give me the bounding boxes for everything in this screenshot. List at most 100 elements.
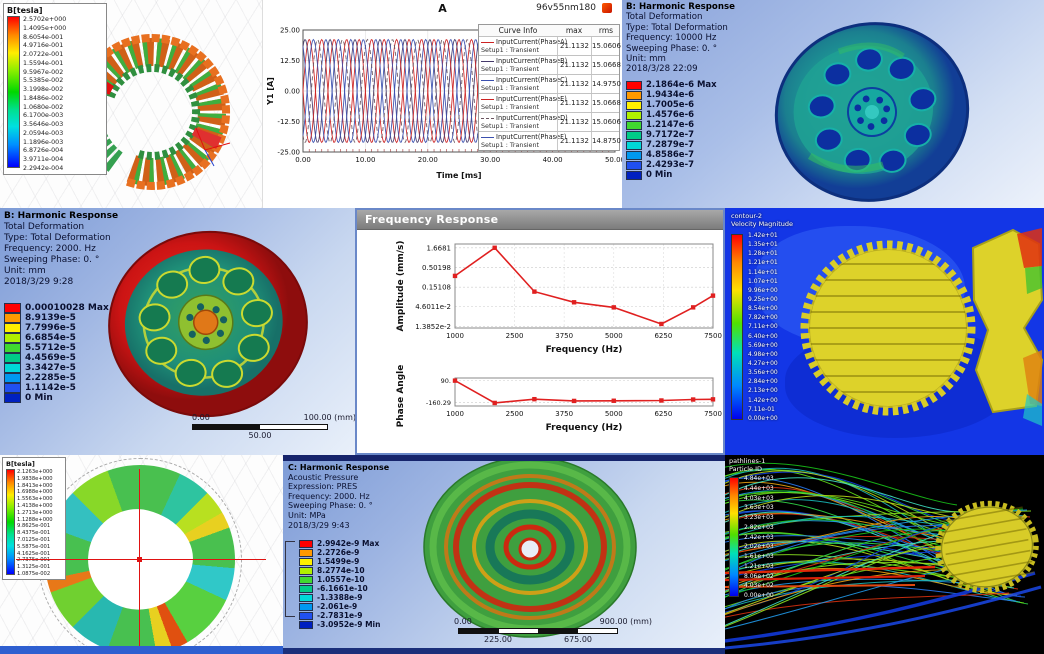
legend-entry: Sweeping Phase: 0. °	[4, 255, 118, 266]
window-title-bar[interactable]: Frequency Response	[357, 210, 723, 230]
legend-entry: Sweeping Phase: 0. °	[626, 44, 735, 54]
legend-label: 3.1998e-002	[23, 86, 64, 93]
legend-label: 3.3427e-5	[25, 363, 76, 373]
legend-entry: 6.1700e-003	[23, 112, 66, 119]
legend-entry: Type: Total Deformation	[626, 23, 735, 33]
svg-text:4.6011e-2: 4.6011e-2	[415, 303, 451, 311]
curve-max: 21.1132	[557, 75, 591, 93]
panel-acoustic-pressure: C: Harmonic Response Acoustic Pressure Exp…	[283, 455, 725, 654]
legend-entry: -6.1661e-10	[299, 584, 380, 593]
legend-swatch	[299, 566, 313, 575]
pathline-legend: pathlines-1 Particle ID 4.84e+03 4.44e+03 4…	[729, 457, 799, 617]
curve-name-cell: InputCurrent(PhaseB) Setup1 : Transient	[479, 56, 567, 74]
legend-swatch	[626, 100, 642, 110]
legend-entry: 1.42e+00	[748, 397, 778, 404]
legend-entry: 1.0557e-10	[299, 575, 380, 584]
svg-text:12.50: 12.50	[280, 57, 300, 65]
legend-label: -2.061e-9	[317, 602, 358, 611]
legend-entry: 1.21e+03	[744, 563, 774, 570]
plot-title: A	[438, 2, 447, 15]
legend-body: 2.1263e+000 1.9838e+000 1.8413e+000 1.6988e…	[6, 469, 62, 577]
legend-label: 6.6854e-5	[25, 333, 76, 343]
legend-label: 1.0875e-002	[17, 570, 51, 577]
legend-title: B[tesla]	[6, 460, 35, 468]
legend-label: 1.5499e-9	[317, 557, 360, 566]
legend-entry: 1.42e+01	[748, 232, 778, 239]
legend-label: 1.5563e+000	[17, 496, 53, 503]
legend-entry: Velocity Magnitude	[731, 220, 801, 228]
legend-entry: 2.9942e-9 Max	[299, 539, 380, 548]
legend-label: Frequency: 10000 Hz	[626, 33, 717, 44]
legend-swatch	[626, 130, 642, 140]
color-bar	[729, 477, 739, 597]
legend-label: 3.56e+00	[748, 369, 778, 377]
scale-ruler: 0.00 100.00 (mm) 50.00	[192, 413, 355, 440]
legend-swatch	[626, 120, 642, 130]
curve-rms: 15.0668	[591, 94, 621, 112]
legend-label: 1.2713e+000	[17, 509, 53, 516]
window-edge-strip-top	[283, 455, 725, 461]
ruler-bar	[458, 628, 618, 634]
legend-entry: 7.7996e-5	[4, 323, 109, 333]
legend-entry: 4.03e+02	[744, 582, 774, 589]
legend-entry: 4.9716e-001	[23, 42, 66, 49]
legend-label: C: Harmonic Response	[288, 463, 390, 472]
legend-label: 4.03e+03	[744, 494, 774, 502]
legend-entry: 8.06e+02	[744, 573, 774, 580]
ruler-mid: 50.00	[248, 431, 272, 440]
legend-entry: 7.11e+00	[748, 323, 778, 330]
curve-row: InputCurrent(PhaseB) Setup1 : Transient 21…	[479, 55, 621, 74]
curve-row: InputCurrent(PhaseC) Setup1 : Transient 21…	[479, 74, 621, 93]
legend-entry: 6.8726e-004	[23, 147, 66, 154]
legend-entry: 1.5594e-001	[23, 60, 66, 67]
legend-label: 1.9434e-6	[646, 90, 695, 100]
legend-label: 5.5712e-5	[25, 343, 76, 353]
svg-text:10.00: 10.00	[355, 156, 375, 164]
legend-entry: 8.2774e-10	[299, 566, 380, 575]
legend-label: 4.1625e-001	[17, 550, 51, 557]
legend-values: 2.1263e+000 1.9838e+000 1.8413e+000 1.6988e…	[17, 469, 53, 577]
svg-text:3750: 3750	[555, 332, 573, 340]
legend-label: -2.7831e-9	[317, 611, 363, 620]
legend-label: Frequency: 2000. Hz	[4, 244, 96, 254]
legend-entry: 8.6054e-001	[23, 34, 66, 41]
curve-name-cell: InputCurrent(PhaseC) Setup1 : Transient	[479, 75, 567, 93]
legend-label: 3.63e+03	[744, 504, 774, 512]
legend-label: 1.4138e+000	[17, 502, 53, 509]
legend-label: 2.1864e-6 Max	[646, 80, 717, 90]
curve-name: InputCurrent(PhaseA)	[496, 38, 568, 46]
legend-entry: Expression: PRES	[288, 482, 389, 492]
legend-entry: 3.63e+03	[744, 504, 774, 511]
panel-pathlines: pathlines-1 Particle ID 4.84e+03 4.44e+03 4…	[725, 455, 1044, 654]
ruler-min: 0.00	[192, 413, 210, 422]
legend-entry: Frequency: 2000. Hz	[288, 492, 389, 502]
legend-label: Expression: PRES	[288, 482, 358, 492]
panel-harmonic-10000: B: Harmonic Response Total Deformation Typ…	[622, 0, 1044, 208]
legend-entry: contour-2	[731, 212, 801, 220]
legend-entry: 2.2285e-5	[4, 373, 109, 383]
legend-swatch	[299, 593, 313, 602]
curve-name-cell: InputCurrent(PhaseF) Setup1 : Transient	[479, 132, 566, 150]
svg-text:-25.00: -25.00	[277, 149, 300, 157]
legend-label: Unit: mm	[4, 266, 46, 276]
svg-text:0.00: 0.00	[284, 88, 300, 96]
legend-values: 1.42e+01 1.35e+01 1.28e+01 1.21e+01 1.14e+01…	[748, 232, 778, 422]
legend-label: 1.1142e-5	[25, 383, 76, 393]
curve-line-icon	[481, 117, 494, 119]
legend-label: 1.21e+01	[748, 259, 778, 267]
legend-label: 2.02e+03	[744, 543, 774, 551]
svg-text:7500: 7500	[704, 410, 722, 418]
legend-entry: 9.96e+00	[748, 287, 778, 294]
curve-name: InputCurrent(PhaseE)	[496, 95, 567, 103]
legend-label: 5.5875e-001	[17, 543, 51, 550]
legend-entry: 2.82e+03	[744, 524, 774, 531]
color-bar	[731, 234, 743, 420]
legend-entry: 3.9711e-004	[23, 156, 66, 163]
curve-setup: Setup1 : Transient	[481, 141, 540, 149]
legend-entry: 1.0680e-002	[23, 104, 66, 111]
legend-entry: 2.13e+00	[748, 387, 778, 394]
curve-rms: 15.0606	[591, 37, 621, 55]
svg-text:25.00: 25.00	[280, 27, 300, 35]
legend-swatch	[299, 548, 313, 557]
legend-label: Type: Total Deformation	[4, 233, 111, 243]
